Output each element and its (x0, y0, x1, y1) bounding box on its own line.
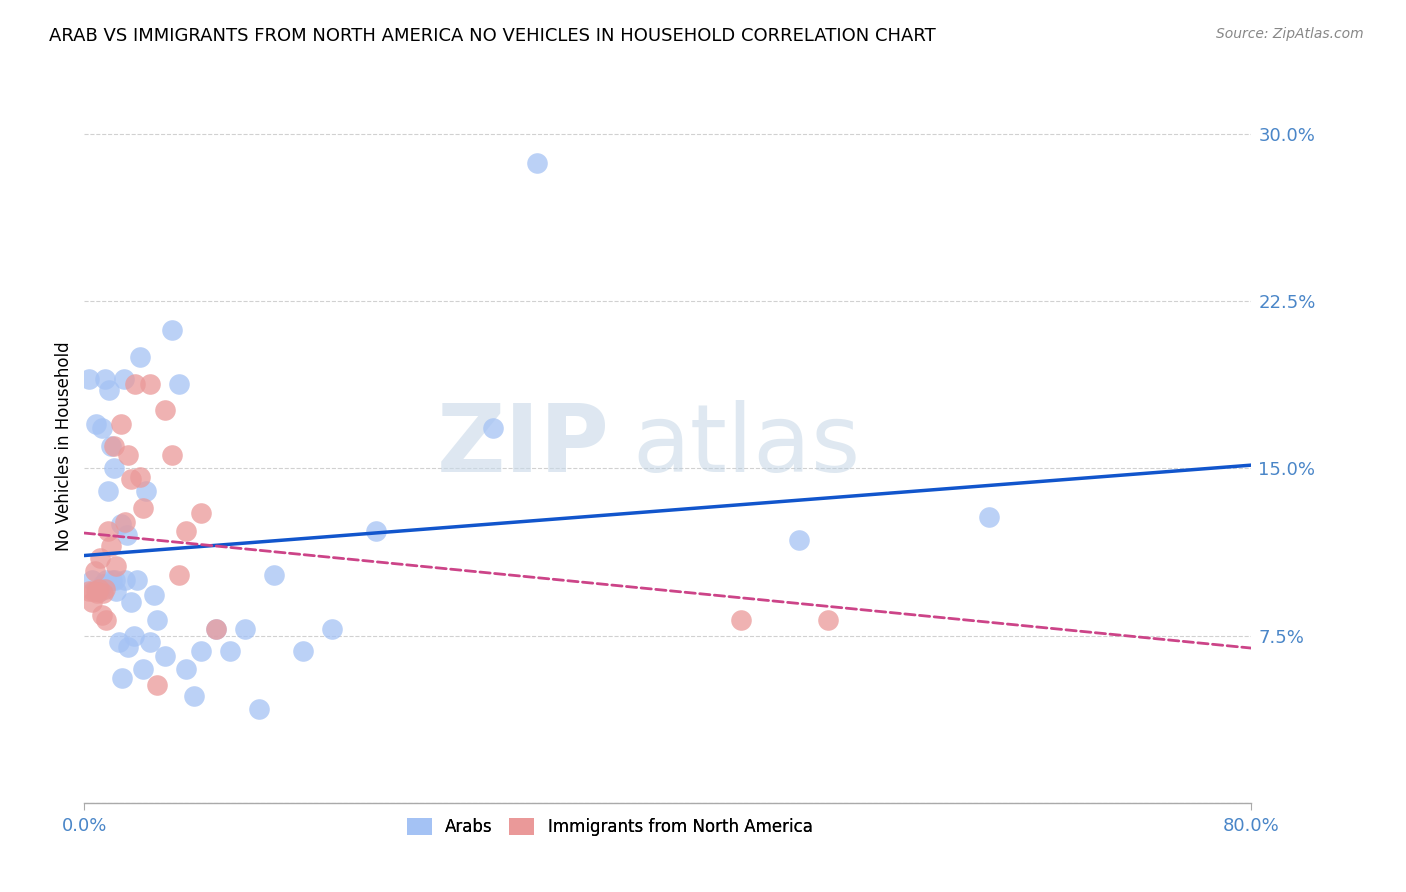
Text: ZIP: ZIP (437, 400, 610, 492)
Point (190, 644, 212, 658)
Point (105, 559, 128, 574)
Point (103, 461, 125, 475)
Point (84, 417, 107, 431)
Point (167, 376, 190, 391)
Point (90, 421, 112, 435)
Point (80, 595, 103, 609)
Point (482, 421, 505, 435)
Point (124, 376, 146, 391)
Point (120, 473, 142, 487)
Point (128, 470, 150, 484)
Point (153, 403, 176, 417)
Point (160, 448, 183, 462)
Y-axis label: No Vehicles in Household: No Vehicles in Household (55, 341, 73, 551)
Point (321, 622, 343, 636)
Point (111, 671, 134, 685)
Point (98, 384, 121, 398)
Point (526, 155, 548, 169)
Point (117, 640, 139, 654)
Text: atlas: atlas (633, 400, 860, 492)
Point (143, 589, 166, 603)
Point (97, 524, 120, 538)
Text: ARAB VS IMMIGRANTS FROM NORTH AMERICA NO VEHICLES IN HOUSEHOLD CORRELATION CHART: ARAB VS IMMIGRANTS FROM NORTH AMERICA NO… (49, 27, 936, 45)
Point (114, 515, 136, 529)
Point (233, 622, 256, 636)
Point (176, 662, 198, 676)
Point (89, 583, 111, 598)
Point (84, 583, 107, 598)
Point (87, 582, 110, 596)
Point (787, 533, 810, 547)
Point (204, 622, 226, 636)
Point (146, 678, 169, 692)
Point (366, 524, 388, 538)
Point (122, 628, 145, 642)
Point (730, 613, 752, 627)
Point (249, 702, 271, 716)
Point (80, 573, 103, 587)
Point (139, 376, 162, 391)
Point (183, 689, 205, 703)
Point (100, 539, 122, 553)
Point (139, 635, 162, 649)
Point (128, 350, 150, 364)
Legend: Arabs, Immigrants from North America: Arabs, Immigrants from North America (398, 810, 821, 845)
Point (91, 577, 114, 591)
Point (167, 568, 190, 582)
Point (135, 483, 157, 498)
Point (90, 608, 112, 623)
Point (94, 582, 117, 596)
Point (263, 568, 285, 582)
Point (132, 662, 155, 676)
Point (89, 550, 111, 565)
Point (86, 586, 108, 600)
Point (977, 510, 1000, 524)
Point (125, 573, 148, 587)
Text: Source: ZipAtlas.com: Source: ZipAtlas.com (1216, 27, 1364, 41)
Point (817, 613, 839, 627)
Point (292, 644, 315, 658)
Point (219, 644, 242, 658)
Point (160, 323, 183, 337)
Point (101, 573, 124, 587)
Point (82, 583, 104, 598)
Point (96, 573, 118, 587)
Point (77, 372, 100, 386)
Point (132, 501, 155, 516)
Point (176, 524, 198, 538)
Point (117, 448, 139, 462)
Point (100, 439, 122, 453)
Point (190, 506, 212, 520)
Point (87, 582, 110, 596)
Point (97, 483, 120, 498)
Point (105, 583, 128, 598)
Point (103, 439, 125, 453)
Point (146, 613, 169, 627)
Point (91, 586, 114, 600)
Point (83, 564, 105, 578)
Point (153, 648, 176, 663)
Point (110, 417, 132, 431)
Point (204, 622, 226, 636)
Point (104, 573, 127, 587)
Point (86, 583, 108, 598)
Point (96, 613, 118, 627)
Point (77, 583, 100, 598)
Point (120, 595, 142, 609)
Point (110, 516, 132, 531)
Point (112, 372, 135, 386)
Point (114, 573, 136, 587)
Point (115, 528, 138, 542)
Point (94, 372, 117, 386)
Point (108, 635, 131, 649)
